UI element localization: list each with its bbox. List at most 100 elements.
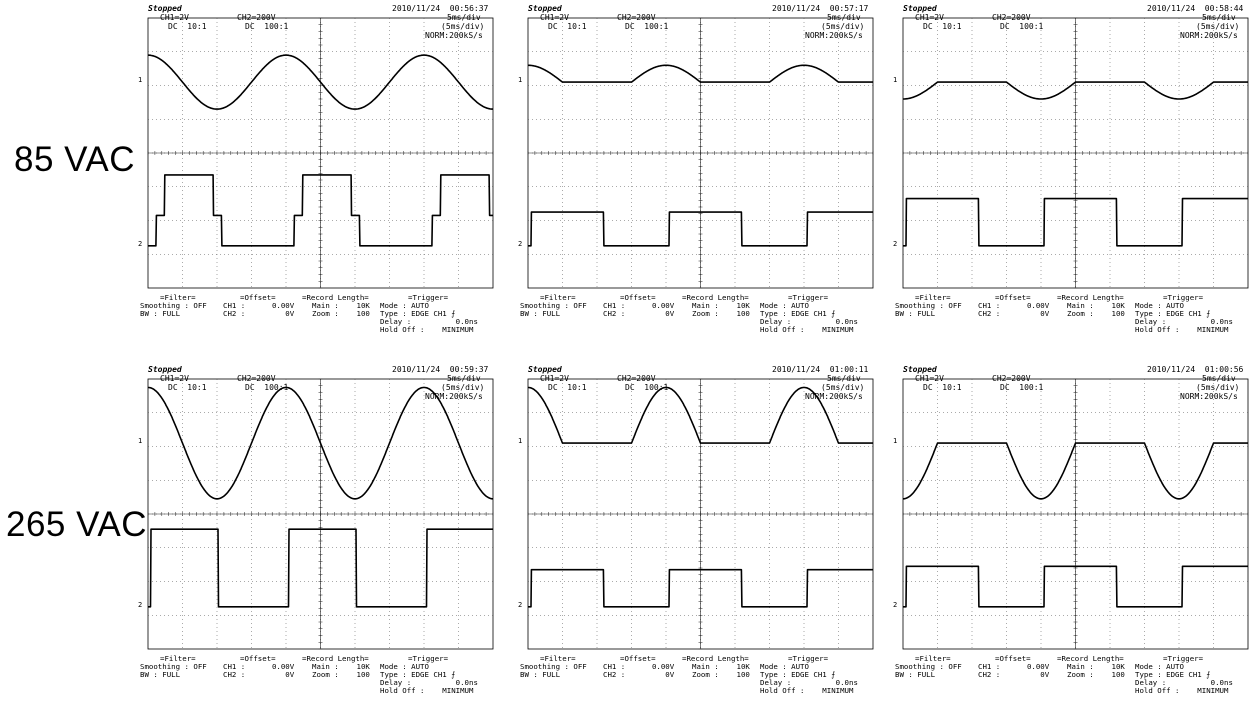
acquisition-mode: NORM:200kS/s <box>805 392 863 401</box>
filter-header: =Filter= <box>540 293 576 302</box>
zoom-length: Zoom : 100 <box>312 309 370 318</box>
trigger-type: Type : EDGE CH1 ⨍ <box>380 670 456 679</box>
trigger-header: =Trigger= <box>788 654 829 663</box>
time-per-div-zoom: (5ms/div) <box>1196 383 1240 392</box>
ch1-coupling: DC 10:1 <box>923 22 962 31</box>
trace-upper <box>902 442 1249 500</box>
scope-panel: 1 2 Stopped 2010/11/24 00:59:37 CH1=2V DC 10:… <box>138 365 494 709</box>
trace-upper <box>147 54 494 110</box>
ch1-coupling: DC 10:1 <box>548 383 587 392</box>
trigger-delay: Delay : 0.0ns <box>1135 678 1233 687</box>
ch2-coupling: DC 100:1 <box>1000 22 1044 31</box>
trigger-mode: Mode : AUTO <box>760 662 809 671</box>
trace-upper <box>527 386 874 444</box>
time-per-div: 5ms/div <box>1202 13 1236 22</box>
ch2-scale: CH2=200V <box>992 13 1031 22</box>
ch1-offset: CH1 : 0.00V <box>223 301 295 310</box>
trace-upper <box>147 386 494 500</box>
trigger-delay: Delay : 0.0ns <box>760 678 858 687</box>
smoothing-setting: Smoothing : OFF <box>895 662 962 671</box>
filter-header: =Filter= <box>160 654 196 663</box>
trigger-type: Type : EDGE CH1 ⨍ <box>380 309 456 318</box>
ch1-offset: CH1 : 0.00V <box>223 662 295 671</box>
scope-screen <box>902 17 1249 289</box>
ch1-offset: CH1 : 0.00V <box>978 301 1050 310</box>
ch1-marker: 1 <box>518 437 523 446</box>
trace-lower <box>147 528 494 608</box>
trigger-type: Type : EDGE CH1 ⨍ <box>760 309 836 318</box>
bw-setting: BW : FULL <box>895 670 936 679</box>
status-label: Stopped <box>148 4 182 13</box>
time-per-div-zoom: (5ms/div) <box>821 383 865 392</box>
time-per-div: 5ms/div <box>447 374 481 383</box>
zoom-length: Zoom : 100 <box>1067 309 1125 318</box>
trigger-mode: Mode : AUTO <box>1135 662 1184 671</box>
trace-upper <box>527 64 874 83</box>
time-per-div-zoom: (5ms/div) <box>1196 22 1240 31</box>
ch1-scale: CH1=2V <box>915 13 944 22</box>
bw-setting: BW : FULL <box>520 309 561 318</box>
trace-lower <box>527 568 874 608</box>
ch1-coupling: DC 10:1 <box>168 383 207 392</box>
offset-header: =Offset= <box>995 293 1031 302</box>
time-per-div: 5ms/div <box>827 13 861 22</box>
time-per-div-zoom: (5ms/div) <box>441 22 485 31</box>
ch2-scale: CH2=200V <box>992 374 1031 383</box>
ch1-marker: 1 <box>518 76 523 85</box>
offset-header: =Offset= <box>620 293 656 302</box>
main-length: Main : 10K <box>312 301 370 310</box>
ch2-offset: CH2 : 0V <box>603 670 675 679</box>
ch1-marker: 1 <box>138 437 143 446</box>
record-length-header: =Record Length= <box>302 654 369 663</box>
smoothing-setting: Smoothing : OFF <box>520 662 587 671</box>
zoom-length: Zoom : 100 <box>692 670 750 679</box>
acquisition-mode: NORM:200kS/s <box>805 31 863 40</box>
trace-lower <box>527 211 874 247</box>
ch2-offset: CH2 : 0V <box>603 309 675 318</box>
ch1-scale: CH1=2V <box>915 374 944 383</box>
trigger-header: =Trigger= <box>788 293 829 302</box>
timestamp: 2010/11/24 01:00:11 <box>772 365 869 374</box>
trace-lower <box>902 565 1249 608</box>
trace-upper <box>902 81 1249 100</box>
trigger-delay: Delay : 0.0ns <box>380 678 478 687</box>
ch2-coupling: DC 100:1 <box>245 383 289 392</box>
trigger-holdoff: Hold Off : MINIMUM <box>760 686 854 695</box>
ch1-marker: 1 <box>893 76 898 85</box>
main-length: Main : 10K <box>692 662 750 671</box>
record-length-header: =Record Length= <box>302 293 369 302</box>
timestamp: 2010/11/24 00:59:37 <box>392 365 489 374</box>
trigger-type: Type : EDGE CH1 ⨍ <box>1135 309 1211 318</box>
trigger-header: =Trigger= <box>408 293 449 302</box>
trigger-holdoff: Hold Off : MINIMUM <box>1135 686 1229 695</box>
timestamp: 2010/11/24 00:58:44 <box>1147 4 1244 13</box>
time-per-div: 5ms/div <box>827 374 861 383</box>
ch1-marker: 1 <box>138 76 143 85</box>
scope-screen <box>147 17 494 289</box>
status-label: Stopped <box>528 365 562 374</box>
main-length: Main : 10K <box>692 301 750 310</box>
record-length-header: =Record Length= <box>1057 293 1124 302</box>
ch2-coupling: DC 100:1 <box>245 22 289 31</box>
status-label: Stopped <box>148 365 182 374</box>
record-length-header: =Record Length= <box>682 293 749 302</box>
smoothing-setting: Smoothing : OFF <box>520 301 587 310</box>
record-length-header: =Record Length= <box>1057 654 1124 663</box>
filter-header: =Filter= <box>915 654 951 663</box>
filter-header: =Filter= <box>540 654 576 663</box>
trigger-holdoff: Hold Off : MINIMUM <box>380 686 474 695</box>
trigger-type: Type : EDGE CH1 ⨍ <box>1135 670 1211 679</box>
ch1-scale: CH1=2V <box>540 374 569 383</box>
ch2-scale: CH2=200V <box>237 374 276 383</box>
ch1-offset: CH1 : 0.00V <box>978 662 1050 671</box>
bw-setting: BW : FULL <box>520 670 561 679</box>
ch2-coupling: DC 100:1 <box>625 383 669 392</box>
offset-header: =Offset= <box>620 654 656 663</box>
ch2-marker: 2 <box>138 600 143 609</box>
trigger-mode: Mode : AUTO <box>380 662 429 671</box>
trigger-type: Type : EDGE CH1 ⨍ <box>760 670 836 679</box>
ch1-marker: 1 <box>893 437 898 446</box>
ch1-scale: CH1=2V <box>160 374 189 383</box>
trace-lower <box>902 197 1249 247</box>
trace-lower <box>147 174 494 247</box>
